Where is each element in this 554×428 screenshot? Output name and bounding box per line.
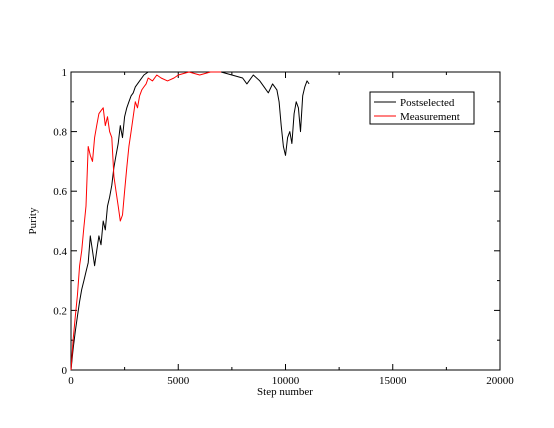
y-tick-label: 0 [62, 365, 68, 377]
y-tick-label: 0.2 [53, 305, 67, 317]
y-axis-label: Purity [27, 207, 39, 234]
x-axis-label: Step number [257, 386, 313, 398]
series-line-measurement [70, 71, 222, 371]
x-tick-label: 15000 [379, 375, 407, 387]
y-axis-ticks: 0 0.2 0.4 0.6 0.8 1 [53, 67, 500, 377]
x-tick-label: 0 [68, 375, 74, 387]
legend-label-measurement: Measurement [400, 111, 460, 123]
series-layer [70, 71, 310, 371]
y-tick-label: 1 [62, 67, 68, 79]
series-line-postselected [70, 71, 310, 371]
legend-label-postselected: Postselected [400, 97, 455, 109]
x-tick-label: 20000 [486, 375, 514, 387]
y-tick-label: 0.8 [53, 127, 67, 139]
x-axis-ticks: 0 5000 10000 15000 20000 [68, 72, 514, 387]
legend-box [369, 91, 475, 125]
x-tick-label: 5000 [167, 375, 190, 387]
y-tick-label: 0.6 [53, 186, 67, 198]
y-tick-label: 0.4 [53, 246, 67, 258]
x-tick-label: 10000 [272, 375, 300, 387]
legend: Postselected Measurement [369, 91, 475, 125]
